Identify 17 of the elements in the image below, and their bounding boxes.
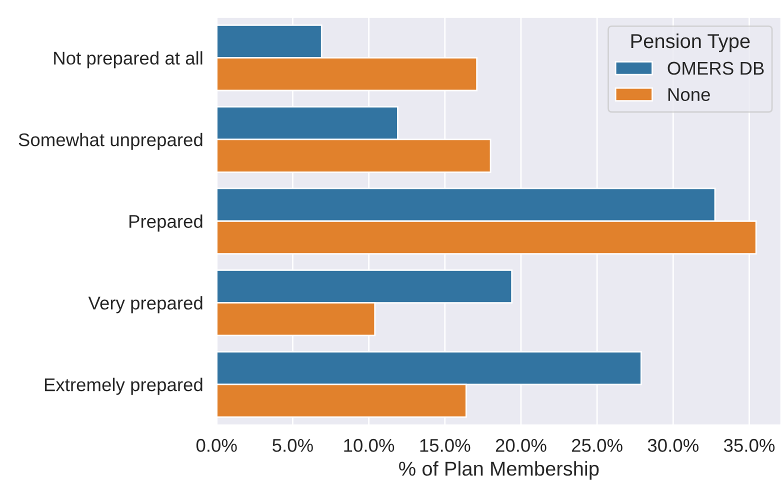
- legend-title: Pension Type: [631, 34, 750, 52]
- y-tick-label: Not prepared at all: [54, 51, 202, 68]
- x-tick-label: 0.0%: [196, 438, 237, 452]
- y-tick-label: Somewhat unprepared: [18, 132, 202, 150]
- x-tick-label: 30.0%: [648, 438, 699, 452]
- x-tick-label: 35.0%: [724, 438, 775, 452]
- x-tick-label: 25.0%: [572, 438, 622, 452]
- legend-label: None: [668, 88, 710, 102]
- x-axis-title: % of Plan Membership: [399, 461, 599, 480]
- x-tick-label: 20.0%: [496, 438, 546, 452]
- x-tick-label: 10.0%: [344, 438, 394, 452]
- y-tick-label: Very prepared: [88, 296, 202, 314]
- x-tick-label: 15.0%: [420, 438, 470, 452]
- legend-label: OMERS DB: [668, 62, 764, 75]
- y-tick-label: Extremely prepared: [44, 378, 202, 395]
- y-tick-label: Prepared: [130, 214, 202, 232]
- x-tick-label: 5.0%: [272, 438, 313, 452]
